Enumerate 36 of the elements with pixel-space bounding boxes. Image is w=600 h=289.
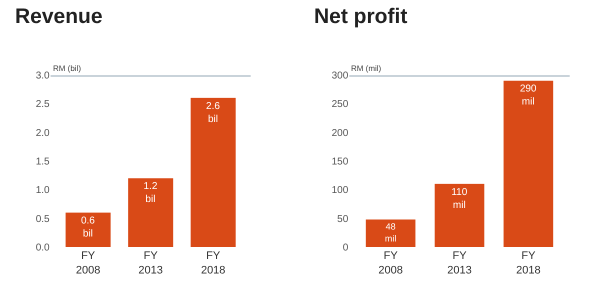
chart-title: Revenue — [15, 5, 103, 28]
bar — [128, 178, 174, 247]
y-tick-label: 1.5 — [36, 156, 50, 168]
x-tick-label: FY 2008 — [76, 250, 100, 276]
y-tick-label: 250 — [332, 99, 349, 110]
y-tick-label: 2.5 — [36, 99, 50, 110]
x-tick-label: FY 2008 — [378, 250, 403, 276]
data-label: 290 mil — [520, 84, 537, 108]
data-label: 2.6 bil — [206, 100, 220, 125]
data-label: 0.6 bil — [80, 216, 96, 240]
y-tick-label: 0.5 — [36, 214, 50, 225]
y-tick-label: 0 — [342, 242, 349, 254]
bar — [434, 184, 484, 247]
y-tick-label: 150 — [332, 156, 349, 168]
y-tick-label: 300 — [332, 70, 349, 82]
y-tick-label: 200 — [332, 128, 349, 139]
x-tick-label: FY 2018 — [516, 250, 541, 276]
y-tick-label: 100 — [332, 185, 349, 196]
chart-title: Net profit — [314, 5, 408, 28]
x-tick-label: FY 2018 — [200, 250, 226, 276]
data-label: 1.2 bil — [143, 181, 158, 206]
bar — [504, 80, 554, 247]
y-tick-label: 1.0 — [36, 185, 50, 196]
data-label: 110 mil — [451, 186, 468, 211]
y-tick-label: 0.0 — [36, 242, 50, 254]
y-axis-title: RM (bil) — [53, 64, 82, 73]
y-tick-label: 3.0 — [36, 70, 50, 82]
bar — [66, 212, 111, 247]
x-tick-label: FY 2013 — [138, 250, 163, 276]
y-tick-label: 50 — [337, 214, 349, 225]
data-label: 48 mil — [384, 222, 396, 244]
y-axis-title: RM (mil) — [351, 64, 382, 73]
y-tick-label: 2.0 — [36, 128, 50, 139]
bar — [366, 219, 416, 247]
bar — [190, 98, 236, 247]
x-tick-label: FY 2013 — [447, 250, 472, 276]
